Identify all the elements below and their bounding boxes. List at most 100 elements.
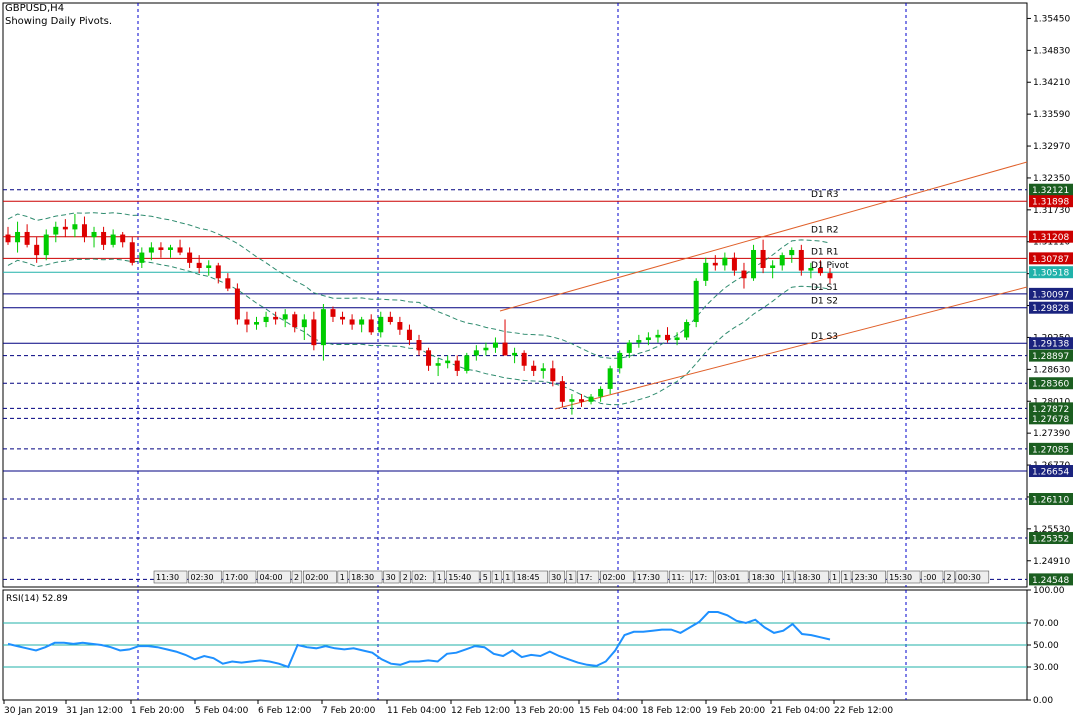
candle-body[interactable] [91,231,97,238]
candle-body[interactable] [349,319,355,325]
candle-body[interactable] [311,319,317,346]
event-marker[interactable] [434,570,445,584]
candle-body[interactable] [397,322,403,330]
candle-body[interactable] [148,247,154,253]
event-marker[interactable] [400,570,411,584]
candle-body[interactable] [693,280,699,323]
candle-body[interactable] [665,334,671,341]
candle-body[interactable] [617,352,623,369]
candle-body[interactable] [588,396,594,402]
candle-body[interactable] [770,265,776,268]
event-marker[interactable] [257,570,291,584]
event-marker[interactable] [714,570,749,584]
candle-body[interactable] [550,368,556,382]
candle-body[interactable] [674,337,680,341]
event-marker[interactable] [634,570,669,584]
candle-body[interactable] [53,226,59,235]
candle-body[interactable] [464,355,470,371]
candle-body[interactable] [406,329,412,341]
candle-body[interactable] [521,352,527,366]
event-marker[interactable] [749,570,784,584]
candle-body[interactable] [598,388,604,397]
candle-body[interactable] [34,244,40,256]
candle-body[interactable] [5,234,11,243]
event-marker[interactable] [577,570,600,584]
candle-body[interactable] [72,224,78,230]
event-marker[interactable] [337,570,348,584]
candle-body[interactable] [473,350,479,356]
candle-body[interactable] [703,262,709,281]
candle-body[interactable] [244,319,250,325]
candle-body[interactable] [340,316,346,320]
event-marker[interactable] [852,570,886,584]
candle-body[interactable] [531,365,537,371]
candle-body[interactable] [254,322,260,325]
candle-body[interactable] [817,267,823,274]
candle-body[interactable] [292,314,298,328]
candle-body[interactable] [741,270,747,279]
candle-body[interactable] [158,247,164,250]
candle-body[interactable] [492,342,498,348]
candle-body[interactable] [636,340,642,343]
candle-body[interactable] [712,262,718,266]
candle-body[interactable] [330,309,336,317]
event-marker[interactable] [153,570,188,584]
event-marker[interactable] [491,570,503,584]
candle-body[interactable] [827,273,833,279]
candle-body[interactable] [426,350,432,366]
candle-body[interactable] [206,265,212,268]
candle-body[interactable] [789,249,795,256]
event-marker[interactable] [291,570,303,584]
event-marker[interactable] [188,570,222,584]
candle-body[interactable] [655,334,661,338]
candle-body[interactable] [359,319,365,325]
candle-body[interactable] [187,252,193,263]
candle-body[interactable] [215,265,221,279]
candle-body[interactable] [540,368,546,371]
candle-body[interactable] [445,360,451,364]
candle-body[interactable] [177,247,183,253]
candle-body[interactable] [387,316,393,323]
event-marker[interactable] [445,570,480,584]
candle-body[interactable] [225,278,231,289]
event-marker[interactable] [222,570,257,584]
candle-body[interactable] [378,316,384,333]
event-marker[interactable] [480,570,491,584]
candle-body[interactable] [578,399,584,402]
event-marker[interactable] [783,570,795,584]
candle-body[interactable] [196,262,202,268]
event-marker[interactable] [955,570,990,584]
candle-body[interactable] [684,322,690,338]
event-marker[interactable] [514,570,548,584]
event-marker[interactable] [840,570,852,584]
event-marker[interactable] [921,570,944,584]
event-marker[interactable] [669,570,692,584]
event-marker[interactable] [565,570,577,584]
candle-body[interactable] [62,226,68,230]
event-marker[interactable] [944,570,955,584]
candle-body[interactable] [368,319,374,333]
candle-body[interactable] [435,363,441,366]
candle-body[interactable] [607,368,613,389]
candle-body[interactable] [645,337,651,341]
candle-body[interactable] [120,234,126,243]
candle-body[interactable] [483,347,489,351]
candle-body[interactable] [808,267,814,271]
event-marker[interactable] [548,570,565,584]
candle-body[interactable] [416,340,422,351]
event-marker[interactable] [600,570,634,584]
event-marker[interactable] [886,570,921,584]
event-marker[interactable] [829,570,841,584]
candle-body[interactable] [234,288,240,320]
candle-body[interactable] [263,316,269,323]
event-marker[interactable] [795,570,829,584]
candle-body[interactable] [722,257,728,266]
candle-body[interactable] [502,342,508,356]
candle-body[interactable] [167,247,173,250]
candle-body[interactable] [779,255,785,266]
candle-body[interactable] [24,231,30,245]
event-marker[interactable] [348,570,383,584]
candle-body[interactable] [282,314,288,320]
